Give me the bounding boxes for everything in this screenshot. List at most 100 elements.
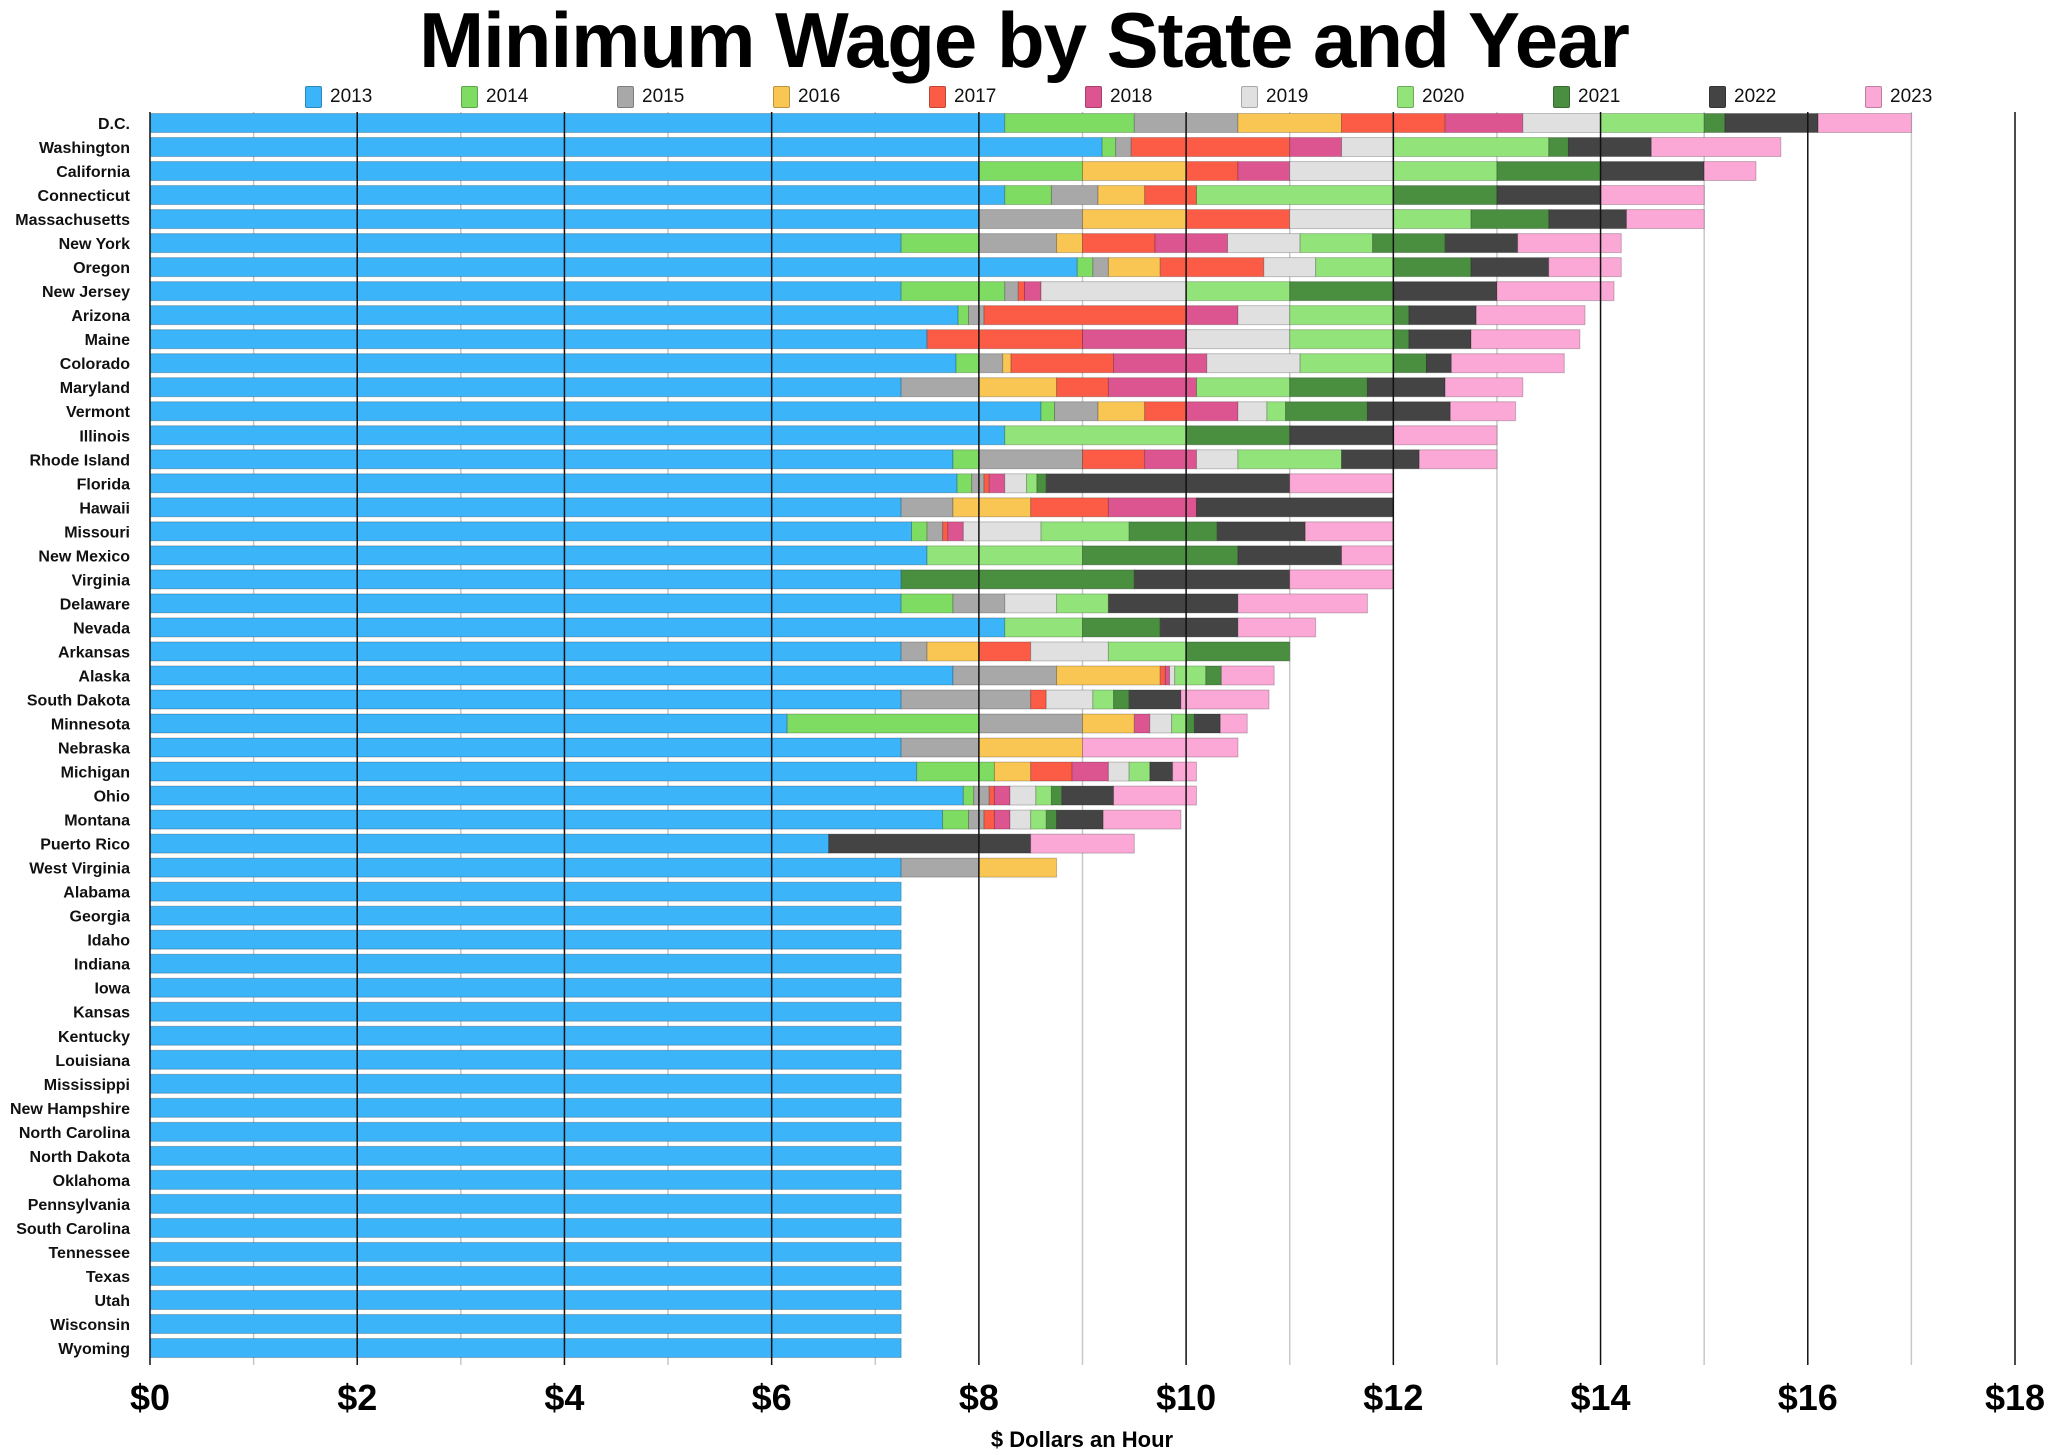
bar-segment-2015 bbox=[900, 737, 980, 758]
bar-segment-2020 bbox=[1004, 425, 1187, 446]
bar-segment-2023 bbox=[1219, 713, 1248, 734]
bar-segment-2017 bbox=[1010, 353, 1115, 374]
bar-segment-2023 bbox=[1082, 737, 1239, 758]
bar-segment-2022 bbox=[1366, 377, 1446, 398]
bar-segment-2019 bbox=[1227, 233, 1301, 254]
legend-label: 2016 bbox=[798, 86, 841, 107]
bar-segment-2015 bbox=[1004, 281, 1019, 302]
x-tick-label: $12 bbox=[1363, 1377, 1423, 1418]
bar-segment-2014 bbox=[952, 449, 980, 470]
bar-segment-2020 bbox=[1266, 401, 1287, 422]
state-label: Illinois bbox=[79, 428, 130, 445]
legend-swatch bbox=[617, 86, 634, 108]
x-tick-label: $18 bbox=[1985, 1377, 2045, 1418]
state-label: Alabama bbox=[63, 885, 130, 902]
bar-segment-2013 bbox=[149, 593, 902, 614]
bar-segment-2023 bbox=[1289, 569, 1394, 590]
bar-segment-2022 bbox=[1149, 761, 1174, 782]
bar-segment-2013 bbox=[149, 329, 928, 350]
bar-segment-2017 bbox=[983, 809, 995, 830]
bar-segment-2017 bbox=[942, 521, 949, 542]
state-label: Vermont bbox=[66, 404, 131, 421]
bar-segment-2023 bbox=[1625, 209, 1705, 230]
bar-segment-2013 bbox=[149, 521, 913, 542]
bar-segment-2016 bbox=[993, 761, 1032, 782]
bar-segment-2018 bbox=[1444, 113, 1524, 133]
bar-segment-2020 bbox=[1299, 353, 1394, 374]
bar-segment-2022 bbox=[1366, 401, 1451, 422]
bar-segment-2023 bbox=[1517, 233, 1622, 254]
bar-segment-2013 bbox=[149, 137, 1103, 158]
bar-segment-2013 bbox=[149, 449, 954, 470]
state-label: Wyoming bbox=[58, 1341, 130, 1358]
legend-label: 2018 bbox=[1110, 86, 1153, 107]
bar-segment-2013 bbox=[149, 1217, 902, 1238]
bar-segment-2015 bbox=[1115, 137, 1132, 158]
bar-segment-2023 bbox=[1418, 449, 1498, 470]
state-label: New Mexico bbox=[38, 548, 130, 565]
bar-segment-2018 bbox=[1113, 353, 1208, 374]
bar-segment-2022 bbox=[1289, 425, 1394, 446]
bar-segment-2022 bbox=[1724, 113, 1819, 133]
x-tick-label: $0 bbox=[130, 1377, 170, 1418]
state-label: Missouri bbox=[64, 524, 130, 541]
bar-segment-2021 bbox=[1185, 641, 1291, 662]
bar-segment-2020 bbox=[1128, 761, 1151, 782]
bar-segment-2015 bbox=[978, 713, 1084, 734]
state-label: Kentucky bbox=[58, 1029, 130, 1046]
bar-segment-2022 bbox=[1128, 689, 1182, 710]
bar-segment-2021 bbox=[1548, 137, 1569, 158]
bar-segment-2021 bbox=[1496, 161, 1602, 182]
bar-segment-2020 bbox=[1092, 689, 1115, 710]
bar-segment-2022 bbox=[828, 833, 1032, 854]
bar-segment-2019 bbox=[962, 521, 1042, 542]
bar-segment-2013 bbox=[149, 881, 902, 902]
state-label: South Carolina bbox=[16, 1221, 130, 1238]
state-label: Michigan bbox=[61, 765, 130, 782]
state-label: Minnesota bbox=[51, 717, 130, 734]
state-label: Iowa bbox=[94, 981, 130, 998]
bar-segment-2018 bbox=[1144, 449, 1197, 470]
legend-swatch bbox=[929, 86, 946, 108]
state-label: Idaho bbox=[87, 933, 130, 950]
bar-segment-2023 bbox=[1220, 665, 1275, 686]
bar-segment-2022 bbox=[1567, 137, 1652, 158]
bar-segment-2015 bbox=[900, 497, 954, 518]
bar-segment-2014 bbox=[786, 713, 980, 734]
bar-segment-2021 bbox=[1392, 353, 1427, 374]
bar-segment-2015 bbox=[900, 641, 928, 662]
bar-segment-2018 bbox=[1082, 329, 1187, 350]
bar-segment-2013 bbox=[149, 1025, 902, 1046]
bar-segment-2018 bbox=[947, 521, 964, 542]
bar-segment-2022 bbox=[1444, 233, 1519, 254]
bar-segment-2015 bbox=[926, 521, 944, 542]
x-tick-label: $10 bbox=[1156, 1377, 1216, 1418]
bar-segment-2015 bbox=[952, 665, 1058, 686]
bar-segment-2013 bbox=[149, 1265, 902, 1286]
state-label: Oklahoma bbox=[53, 1173, 130, 1190]
bar-segment-2017 bbox=[1144, 401, 1187, 422]
bar-segment-2019 bbox=[1004, 473, 1028, 494]
bar-segment-2013 bbox=[149, 833, 830, 854]
bar-segment-2016 bbox=[1082, 161, 1187, 182]
bar-segment-2018 bbox=[1164, 665, 1171, 686]
bar-segment-2013 bbox=[149, 377, 902, 398]
bar-segment-2023 bbox=[1237, 593, 1368, 614]
bar-segment-2022 bbox=[1107, 593, 1239, 614]
bar-segment-2018 bbox=[1185, 401, 1239, 422]
bar-segment-2013 bbox=[149, 785, 964, 806]
bar-segment-2013 bbox=[149, 353, 957, 374]
x-tick-label: $14 bbox=[1571, 1377, 1631, 1418]
bar-segment-2021 bbox=[1082, 545, 1239, 566]
bar-segment-2019 bbox=[1263, 257, 1317, 278]
bar-segment-2015 bbox=[1054, 401, 1099, 422]
bar-segment-2016 bbox=[978, 737, 1084, 758]
bar-segment-2016 bbox=[1002, 353, 1012, 374]
bar-segment-2019 bbox=[1009, 785, 1037, 806]
bar-segment-2013 bbox=[149, 713, 788, 734]
bar-segment-2018 bbox=[1107, 497, 1197, 518]
bar-segment-2022 bbox=[1496, 185, 1602, 206]
bar-segment-2013 bbox=[149, 977, 902, 998]
legend-swatch bbox=[1241, 86, 1258, 108]
